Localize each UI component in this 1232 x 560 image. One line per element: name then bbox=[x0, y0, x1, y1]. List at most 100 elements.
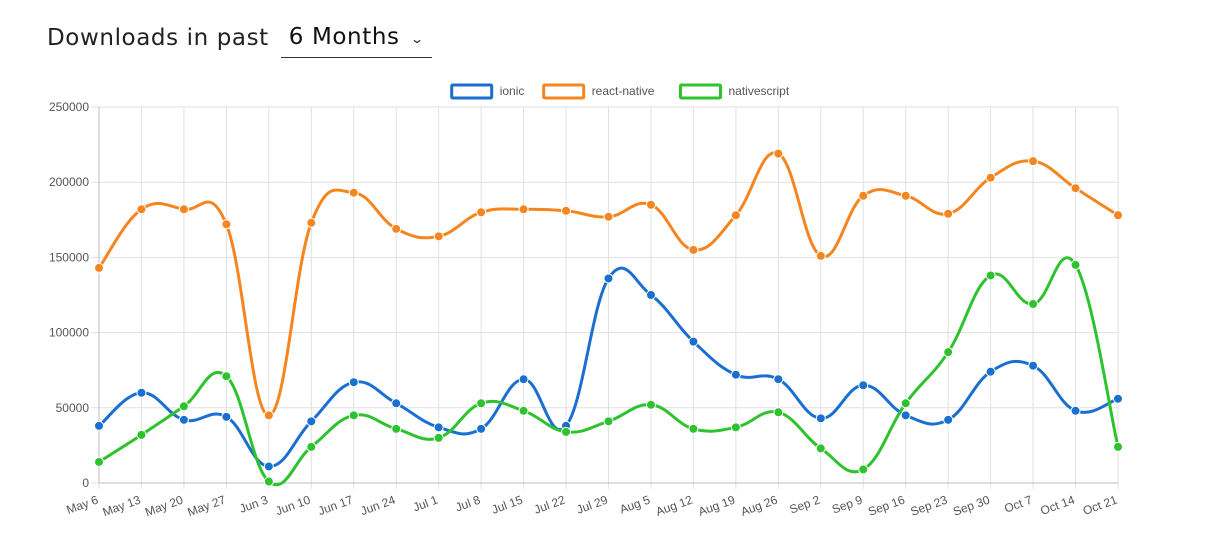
data-point-nativescript bbox=[985, 270, 996, 281]
data-point-ionic bbox=[1113, 393, 1123, 404]
downloads-header: Downloads in past 6 Months ⌄ bbox=[47, 18, 432, 58]
x-tick-label: Aug 12 bbox=[654, 493, 695, 519]
legend-swatch-nativescript bbox=[679, 83, 722, 100]
x-tick-label: Jul 29 bbox=[575, 493, 610, 517]
data-point-ionic bbox=[645, 290, 656, 300]
data-point-nativescript bbox=[263, 476, 274, 487]
x-tick-label: Jul 15 bbox=[490, 493, 525, 517]
data-point-react-native bbox=[94, 262, 104, 273]
data-point-ionic bbox=[773, 374, 784, 385]
y-axis: 250000 200000 150000 100000 50000 0 bbox=[49, 100, 89, 490]
x-tick-label: May 27 bbox=[186, 493, 228, 520]
data-point-nativescript bbox=[94, 456, 104, 467]
data-point-react-native bbox=[476, 207, 487, 218]
y-tick-label: 250000 bbox=[49, 100, 89, 114]
period-select[interactable]: 6 Months ⌄ bbox=[280, 19, 432, 58]
x-tick-label: Jul 22 bbox=[532, 493, 567, 517]
legend-swatch-react-native bbox=[542, 83, 586, 100]
x-tick-label: May 20 bbox=[143, 493, 185, 520]
data-point-nativescript bbox=[518, 405, 529, 416]
data-point-react-native bbox=[306, 217, 317, 228]
data-point-nativescript bbox=[178, 401, 189, 412]
legend-label-nativescript: nativescript bbox=[729, 84, 790, 98]
data-point-ionic bbox=[730, 369, 741, 380]
data-point-react-native bbox=[900, 190, 911, 201]
x-tick-label: Jun 17 bbox=[316, 493, 355, 519]
data-point-ionic bbox=[306, 416, 317, 427]
data-point-react-native bbox=[645, 199, 656, 210]
x-tick-label: Jul 1 bbox=[411, 493, 440, 515]
data-point-ionic bbox=[178, 414, 189, 425]
y-tick-label: 50000 bbox=[56, 401, 90, 415]
data-point-react-native bbox=[518, 204, 529, 215]
data-point-nativescript bbox=[391, 423, 402, 434]
data-point-ionic bbox=[1070, 405, 1081, 416]
data-point-ionic bbox=[688, 336, 699, 347]
data-point-ionic bbox=[603, 273, 614, 284]
data-point-react-native bbox=[773, 148, 784, 159]
data-point-react-native bbox=[985, 172, 996, 183]
data-point-react-native bbox=[603, 211, 614, 222]
data-point-ionic bbox=[1028, 360, 1039, 371]
data-point-nativescript bbox=[688, 423, 699, 434]
data-point-ionic bbox=[263, 461, 274, 472]
x-tick-label: Aug 26 bbox=[739, 493, 780, 519]
y-tick-label: 0 bbox=[82, 476, 89, 490]
x-tick-label: Jun 10 bbox=[274, 493, 313, 519]
chart-legend: ionic react-native nativescript bbox=[450, 83, 790, 100]
data-point-ionic bbox=[391, 398, 402, 409]
data-point-ionic bbox=[943, 414, 954, 425]
chart-grid bbox=[91, 106, 1119, 489]
data-point-nativescript bbox=[603, 416, 614, 427]
data-point-nativescript bbox=[136, 429, 147, 440]
data-point-ionic bbox=[518, 374, 529, 385]
data-point-nativescript bbox=[900, 398, 911, 409]
legend-label-react-native: react-native bbox=[592, 84, 655, 98]
data-point-nativescript bbox=[773, 407, 784, 418]
data-point-react-native bbox=[1113, 210, 1123, 221]
x-tick-label: May 6 bbox=[65, 493, 101, 517]
x-tick-label: May 13 bbox=[101, 493, 143, 520]
data-point-ionic bbox=[221, 411, 232, 422]
data-point-nativescript bbox=[858, 464, 869, 475]
chart-points bbox=[94, 148, 1123, 487]
x-tick-label: Oct 21 bbox=[1081, 493, 1119, 518]
data-point-nativescript bbox=[730, 422, 741, 433]
x-tick-label: Aug 5 bbox=[618, 493, 653, 517]
data-point-react-native bbox=[730, 210, 741, 221]
data-point-ionic bbox=[136, 387, 147, 398]
x-tick-label: Sep 2 bbox=[788, 493, 823, 517]
x-tick-label: Oct 7 bbox=[1002, 493, 1034, 516]
data-point-react-native bbox=[136, 204, 147, 215]
data-point-ionic bbox=[858, 380, 869, 391]
data-point-react-native bbox=[263, 410, 274, 421]
downloads-label: Downloads in past bbox=[47, 25, 269, 51]
data-point-ionic bbox=[815, 413, 826, 424]
data-point-ionic bbox=[94, 420, 104, 431]
x-tick-label: Jun 3 bbox=[237, 493, 270, 516]
y-tick-label: 200000 bbox=[49, 175, 89, 189]
x-tick-label: Sep 30 bbox=[951, 493, 992, 519]
x-tick-label: Sep 23 bbox=[909, 493, 950, 519]
x-tick-label: Sep 16 bbox=[866, 493, 907, 519]
data-point-ionic bbox=[900, 410, 911, 421]
y-tick-label: 150000 bbox=[49, 250, 89, 264]
x-axis: May 6 May 13 May 20 May 27 Jun 3 Jun 10 Jun 17… bbox=[65, 493, 1120, 520]
period-value: 6 Months bbox=[288, 23, 400, 50]
data-point-ionic bbox=[985, 366, 996, 377]
series-line-react-native bbox=[97, 151, 1119, 417]
data-point-react-native bbox=[815, 250, 826, 261]
data-point-nativescript bbox=[221, 371, 232, 382]
data-point-nativescript bbox=[943, 347, 954, 358]
x-tick-label: Oct 14 bbox=[1039, 493, 1077, 518]
data-point-ionic bbox=[476, 423, 487, 434]
x-tick-label: Sep 9 bbox=[830, 493, 865, 517]
data-point-react-native bbox=[178, 204, 189, 215]
data-point-nativescript bbox=[1028, 299, 1039, 310]
data-point-nativescript bbox=[1113, 441, 1123, 452]
data-point-nativescript bbox=[348, 410, 359, 421]
data-point-nativescript bbox=[561, 426, 572, 437]
data-point-react-native bbox=[1070, 183, 1081, 194]
data-point-react-native bbox=[1028, 156, 1039, 167]
legend-swatch-ionic bbox=[450, 83, 494, 100]
